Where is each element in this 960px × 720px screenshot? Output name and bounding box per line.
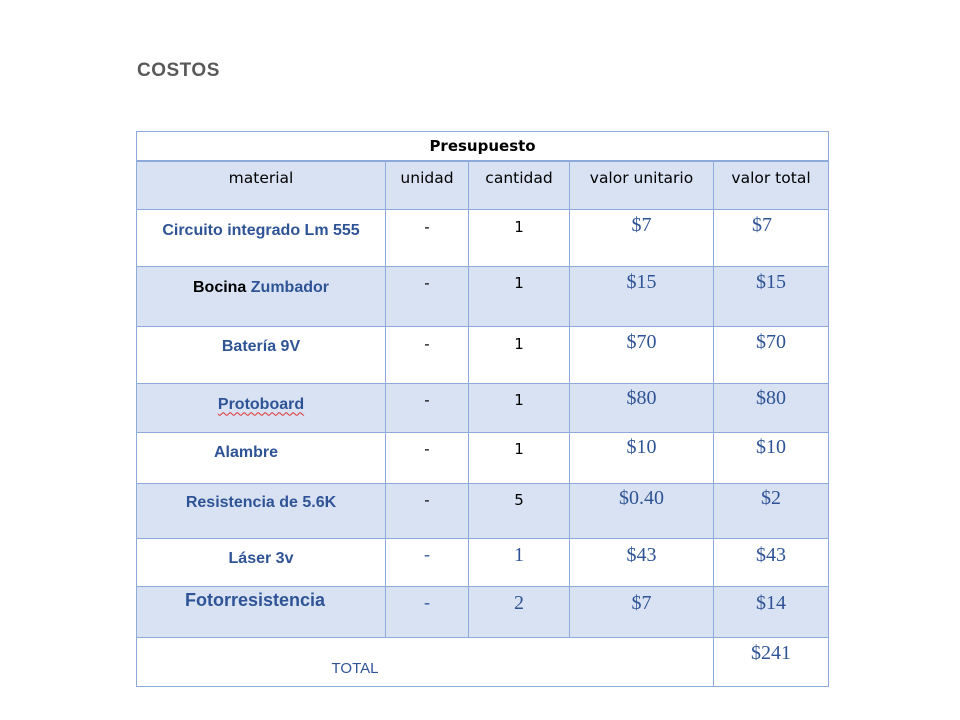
cell-valor-total: $14: [712, 585, 830, 638]
cell-valor-total: $2: [712, 482, 830, 539]
cell-valor-unitario: $43: [569, 537, 714, 587]
cell-valor-total: $10: [712, 431, 830, 484]
cell-cantidad: 5: [468, 482, 570, 539]
cell-valor-total: $70: [712, 325, 830, 384]
cell-valor-unitario: $80: [569, 382, 714, 433]
cell-unidad: -: [385, 431, 469, 484]
table-caption: Presupuesto: [135, 131, 830, 162]
cell-valor-unitario: $7: [569, 585, 714, 638]
cell-cantidad: 1: [468, 431, 570, 484]
cell-material: Láser 3v: [136, 537, 386, 587]
cell-cantidad: 1: [468, 325, 570, 384]
cell-material: Bocina Zumbador: [136, 265, 386, 327]
table-row: Protoboard - 1 $80 $80: [136, 382, 830, 433]
cell-unidad: -: [385, 585, 469, 638]
cell-unidad: -: [385, 482, 469, 539]
cell-material: Resistencia de 5.6K: [136, 482, 386, 539]
cell-valor-unitario: $0.40: [569, 482, 714, 539]
table-row: Circuito integrado Lm 555 - 1 $7 $7: [136, 208, 830, 267]
header-material: material: [136, 160, 386, 210]
cell-material: Fotorresistencia: [136, 585, 386, 638]
cell-material: Circuito integrado Lm 555: [136, 208, 386, 267]
cell-unidad: -: [385, 265, 469, 327]
header-cantidad: cantidad: [468, 160, 570, 210]
total-label: TOTAL: [136, 636, 714, 687]
total-value: $241: [712, 636, 830, 687]
material-text-secondary: Zumbador: [250, 278, 329, 296]
header-valor-unitario: valor unitario: [569, 160, 714, 210]
cell-cantidad: 1: [468, 265, 570, 327]
cell-valor-total: $7: [712, 208, 830, 267]
cell-cantidad: 1: [468, 208, 570, 267]
page-heading: COSTOS: [137, 60, 220, 81]
cell-valor-total: $43: [712, 537, 830, 587]
material-text: Fotorresistencia: [184, 589, 326, 610]
material-text: Batería 9V: [221, 337, 301, 355]
table-row: Láser 3v - 1 $43 $43: [136, 537, 830, 587]
cell-material: Protoboard: [136, 382, 386, 433]
cell-valor-unitario: $15: [569, 265, 714, 327]
header-valor-total: valor total: [712, 160, 830, 210]
budget-table: Presupuesto material unidad cantidad val…: [135, 131, 830, 687]
cell-unidad: -: [385, 208, 469, 267]
cell-valor-unitario: $7: [569, 208, 714, 267]
cell-unidad: -: [385, 382, 469, 433]
table-row: Alambre - 1 $10 $10: [136, 431, 830, 484]
material-text: Circuito integrado Lm 555: [162, 221, 360, 239]
table-caption-row: Presupuesto: [135, 131, 830, 162]
table-row: Batería 9V - 1 $70 $70: [136, 325, 830, 384]
material-text: Resistencia de 5.6K: [185, 493, 337, 511]
cell-material: Alambre: [136, 431, 386, 484]
table-row: Resistencia de 5.6K - 5 $0.40 $2: [136, 482, 830, 539]
cell-unidad: -: [385, 537, 469, 587]
cell-valor-unitario: $70: [569, 325, 714, 384]
cell-cantidad: 2: [468, 585, 570, 638]
cell-valor-unitario: $10: [569, 431, 714, 484]
material-text: Alambre: [213, 443, 279, 461]
cell-valor-total: $80: [712, 382, 830, 433]
table-row: Bocina Zumbador - 1 $15 $15: [136, 265, 830, 327]
cell-valor-total: $15: [712, 265, 830, 327]
cell-unidad: -: [385, 325, 469, 384]
cell-cantidad: 1: [468, 537, 570, 587]
table-header-row: material unidad cantidad valor unitario …: [136, 160, 830, 210]
total-row: TOTAL $241: [136, 636, 830, 687]
material-text: Láser 3v: [228, 549, 294, 567]
cell-material: Batería 9V: [136, 325, 386, 384]
table-row: Fotorresistencia - 2 $7 $14: [136, 585, 830, 638]
cell-cantidad: 1: [468, 382, 570, 433]
material-text: Protoboard: [217, 395, 305, 413]
header-unidad: unidad: [385, 160, 469, 210]
material-text: Bocina: [192, 278, 247, 296]
